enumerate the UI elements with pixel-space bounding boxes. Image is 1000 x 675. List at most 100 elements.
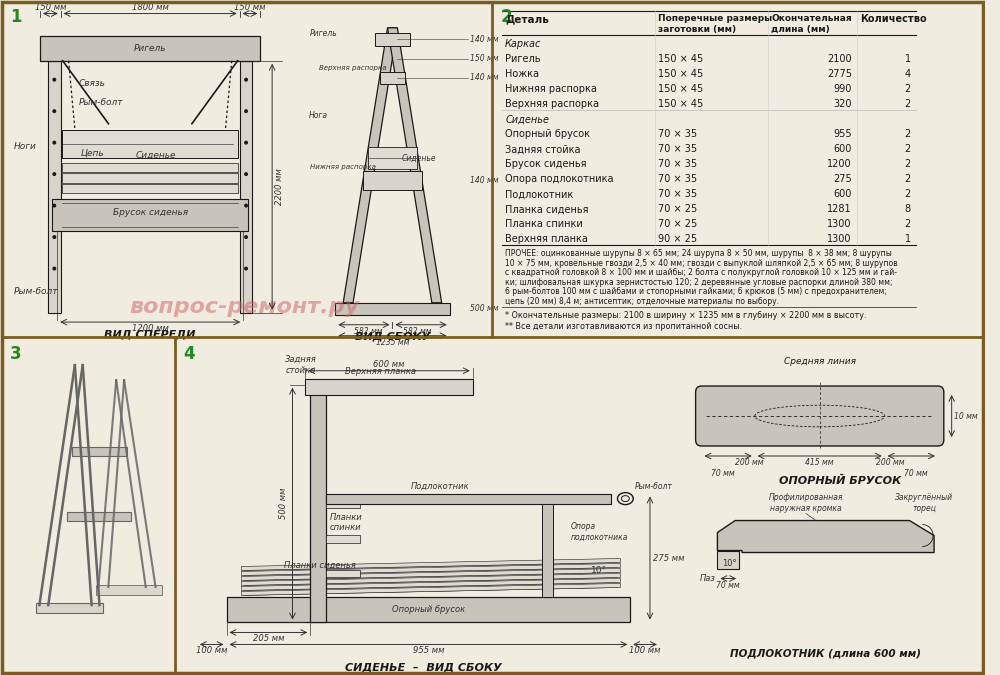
Text: 1: 1 [905, 55, 911, 64]
Text: 2: 2 [905, 144, 911, 155]
Text: 205 мм: 205 мм [253, 634, 284, 643]
Text: СИДЕНЬЕ  –  ВИД СБОКУ: СИДЕНЬЕ – ВИД СБОКУ [345, 662, 502, 672]
Text: 140 мм: 140 мм [470, 176, 498, 185]
FancyArrowPatch shape [244, 578, 618, 585]
Text: 955 мм: 955 мм [413, 647, 444, 655]
Circle shape [244, 235, 248, 239]
Circle shape [52, 235, 56, 239]
Polygon shape [241, 583, 620, 595]
Text: ПОДЛОКОТНИК (длина 600 мм): ПОДЛОКОТНИК (длина 600 мм) [730, 648, 921, 658]
Bar [542, 504, 553, 597]
Bar [310, 385, 326, 622]
Text: цепь (20 мм) 8,4 м; антисептик; отделочные материалы по выбору.: цепь (20 мм) 8,4 м; антисептик; отделочн… [505, 297, 779, 306]
Text: 275: 275 [833, 174, 852, 184]
Polygon shape [241, 568, 620, 580]
Bar [72, 447, 127, 456]
Text: 275 мм: 275 мм [653, 554, 684, 562]
Circle shape [52, 204, 56, 208]
Text: ВИД СБОКУ: ВИД СБОКУ [355, 331, 430, 341]
Circle shape [244, 172, 248, 176]
Text: Нижняя распорка: Нижняя распорка [310, 164, 375, 170]
Text: 8: 8 [905, 205, 911, 214]
Text: 582 мм: 582 мм [354, 327, 382, 335]
Text: 2: 2 [500, 8, 512, 26]
Circle shape [52, 172, 56, 176]
Text: Средняя линия: Средняя линия [784, 356, 856, 366]
Circle shape [52, 78, 56, 82]
Text: 955: 955 [833, 130, 852, 139]
Text: 320: 320 [833, 99, 852, 109]
Bar [368, 147, 417, 169]
Circle shape [244, 78, 248, 82]
Polygon shape [717, 520, 934, 553]
Text: 140 мм: 140 мм [470, 35, 498, 44]
Text: Брусок сиденья: Брусок сиденья [113, 208, 188, 217]
Text: ПРОЧЕЕ: оцинкованные шурупы 8 × 65 мм; 24 шурупа 8 × 50 мм, шурупы  8 × 38 мм; 8: ПРОЧЕЕ: оцинкованные шурупы 8 × 65 мм; 2… [505, 249, 892, 259]
Text: Ноги: Ноги [14, 142, 37, 151]
Text: 600: 600 [833, 189, 852, 199]
Text: 1300: 1300 [827, 219, 852, 230]
Text: 500 мм: 500 мм [470, 304, 498, 313]
Polygon shape [388, 28, 442, 303]
Text: 2: 2 [905, 174, 911, 184]
Text: 150 × 45: 150 × 45 [658, 55, 703, 64]
Text: Верхняя планка: Верхняя планка [345, 367, 416, 376]
Text: Окончательная
длина (мм): Окончательная длина (мм) [771, 14, 852, 34]
Bar [52, 199, 248, 231]
Text: Поперечные размеры
заготовки (мм): Поперечные размеры заготовки (мм) [658, 14, 772, 34]
Text: 2100: 2100 [827, 55, 852, 64]
Text: Планки
спинки: Планки спинки [329, 513, 362, 532]
Text: Рым-болт: Рым-болт [635, 482, 673, 491]
Text: 2: 2 [905, 130, 911, 139]
Bar [326, 570, 360, 578]
Bar [62, 130, 238, 159]
Polygon shape [241, 564, 620, 576]
Text: 70 мм: 70 мм [716, 580, 740, 589]
Text: Сиденье: Сиденье [505, 114, 549, 124]
Text: Подлокотник: Подлокотник [505, 189, 573, 199]
FancyArrowPatch shape [244, 583, 618, 591]
Text: Паз: Паз [700, 574, 715, 583]
FancyArrowPatch shape [244, 562, 618, 570]
Polygon shape [343, 28, 397, 303]
Text: Верхняя планка: Верхняя планка [505, 234, 588, 244]
Bar [326, 535, 360, 543]
Text: 6 рым-болтов 100 мм с шайбами и стопорными гайками; 6 крюков (5 мм) с предохрани: 6 рым-болтов 100 мм с шайбами и стопорны… [505, 288, 887, 296]
Text: Верхняя распорка: Верхняя распорка [319, 65, 386, 70]
Text: Ригель: Ригель [309, 29, 337, 38]
Bar [62, 184, 238, 193]
Text: Деталь: Деталь [505, 14, 549, 24]
Text: Сиденье: Сиденье [402, 155, 436, 163]
Text: 1200: 1200 [827, 159, 852, 169]
Bar [375, 33, 410, 46]
Text: 70 мм: 70 мм [711, 469, 735, 478]
Text: 2775: 2775 [827, 70, 852, 80]
Text: 1: 1 [905, 234, 911, 244]
Text: Задняя
стойка: Задняя стойка [284, 355, 316, 375]
Text: 70 × 35: 70 × 35 [658, 144, 697, 155]
Bar [335, 303, 450, 315]
Text: 1300: 1300 [827, 234, 852, 244]
FancyArrowPatch shape [244, 568, 618, 575]
Text: Рым-болт: Рым-болт [79, 98, 123, 107]
Text: 70 × 35: 70 × 35 [658, 174, 697, 184]
Text: 150 × 45: 150 × 45 [658, 99, 703, 109]
Text: Опорный брусок: Опорный брусок [392, 605, 465, 614]
Text: ** Все детали изготавливаются из пропитанной сосны.: ** Все детали изготавливаются из пропита… [505, 322, 742, 331]
Text: Планка сиденья: Планка сиденья [505, 205, 589, 214]
Bar [62, 163, 238, 172]
Text: Каркас: Каркас [505, 39, 542, 49]
Text: Ригель: Ригель [134, 44, 166, 53]
Text: 150 × 45: 150 × 45 [658, 84, 703, 95]
Text: Профилированная
наружная кромка: Профилированная наружная кромка [769, 493, 843, 512]
Text: 3: 3 [10, 345, 21, 363]
Text: Связь: Связь [79, 79, 106, 88]
Text: ки; шлифовальная шкурка зернистостью 120; 2 деревянные угловые распорки длиной 3: ки; шлифовальная шкурка зернистостью 120… [505, 277, 893, 287]
Text: ВИД СПЕРЕДИ: ВИД СПЕРЕДИ [104, 329, 196, 340]
Text: Нижняя распорка: Нижняя распорка [505, 84, 597, 95]
Text: 70 × 35: 70 × 35 [658, 159, 697, 169]
Text: 70 мм: 70 мм [904, 469, 928, 478]
FancyArrowPatch shape [244, 587, 618, 595]
Text: 1: 1 [10, 8, 21, 26]
Text: Сиденье: Сиденье [136, 151, 176, 161]
